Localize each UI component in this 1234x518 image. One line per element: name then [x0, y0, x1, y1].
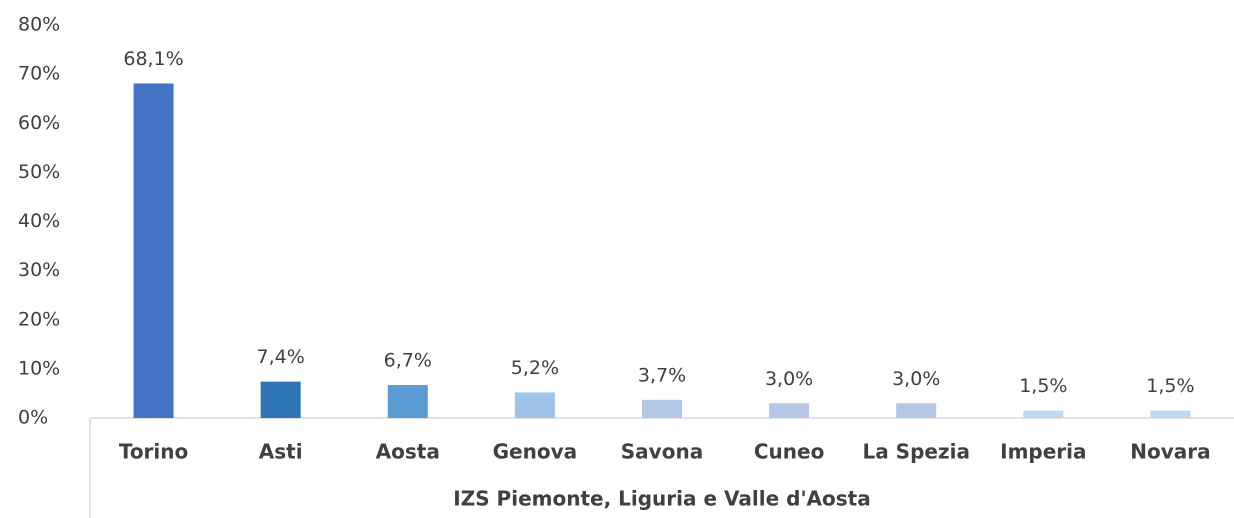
- data-label: 5,2%: [511, 357, 559, 379]
- data-label: 3,0%: [892, 368, 940, 390]
- bar: [896, 403, 937, 418]
- x-tick-label: Torino: [119, 440, 188, 464]
- bar: [514, 392, 555, 418]
- data-label: 7,4%: [257, 346, 305, 368]
- x-tick-label: Savona: [621, 440, 703, 464]
- x-tick-label: Novara: [1130, 440, 1210, 464]
- x-tick-label: La Spezia: [862, 440, 969, 464]
- x-tick-label: Asti: [259, 440, 303, 464]
- y-tick-label: 20%: [18, 308, 60, 330]
- data-label: 1,5%: [1146, 375, 1194, 397]
- y-tick-label: 0%: [18, 407, 48, 429]
- x-tick-label: Aosta: [376, 440, 440, 464]
- x-axis-title: IZS Piemonte, Liguria e Valle d'Aosta: [453, 487, 871, 511]
- y-tick-label: 50%: [18, 161, 60, 183]
- bar: [1150, 410, 1191, 418]
- y-tick-label: 70%: [18, 63, 60, 85]
- data-label: 1,5%: [1019, 375, 1067, 397]
- y-tick-label: 40%: [18, 210, 60, 232]
- bar: [387, 385, 428, 418]
- data-label: 68,1%: [123, 48, 183, 70]
- bar: [1023, 410, 1064, 418]
- y-tick-label: 60%: [18, 112, 60, 134]
- bar: [133, 83, 174, 419]
- y-tick-label: 30%: [18, 259, 60, 281]
- x-tick-label: Cuneo: [754, 440, 824, 464]
- x-tick-label: Genova: [493, 440, 578, 464]
- data-label: 6,7%: [384, 350, 432, 372]
- bar: [260, 381, 301, 418]
- data-label: 3,7%: [638, 364, 686, 386]
- y-tick-label: 10%: [18, 357, 60, 379]
- x-tick-label: Imperia: [1000, 440, 1086, 464]
- bar: [769, 403, 810, 418]
- y-tick-label: 80%: [18, 14, 60, 36]
- bar: [642, 399, 682, 418]
- data-label: 3,0%: [765, 368, 813, 390]
